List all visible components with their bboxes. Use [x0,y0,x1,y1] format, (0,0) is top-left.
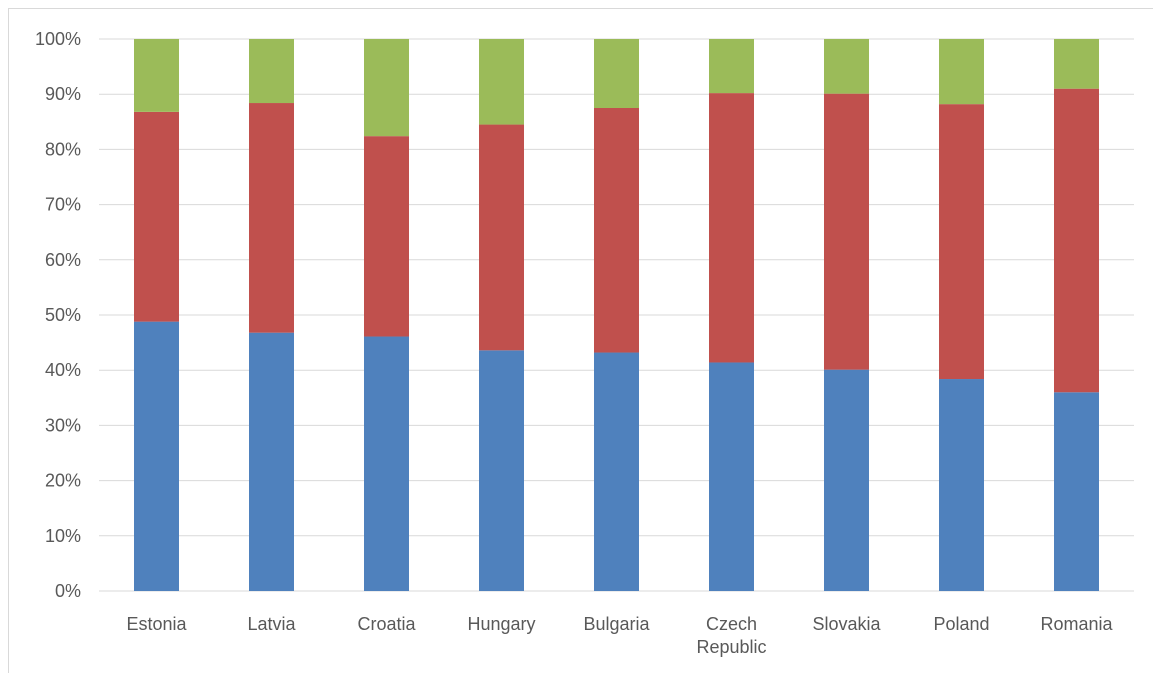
x-category-label: Latvia [247,614,296,634]
bar-segment-series-1 [249,332,294,591]
x-category-label: Poland [933,614,989,634]
y-tick-label: 60% [45,250,81,270]
bar-segment-series-2 [364,136,409,337]
x-category-label: Estonia [126,614,187,634]
bar-segment-series-1 [134,321,179,591]
x-category-label: Bulgaria [583,614,650,634]
bar-segment-series-3 [594,39,639,108]
bar-segment-series-1 [364,336,409,591]
y-axis-tick-labels: 0% 10% 20% 30% 40% 50% 60% 70% 80% 90% 100% [35,29,81,601]
y-tick-label: 20% [45,471,81,491]
bar-segment-series-1 [594,352,639,591]
bar-segment-series-3 [479,39,524,125]
y-tick-label: 50% [45,305,81,325]
x-category-label: Czech Republic [696,614,766,657]
bar-segment-series-1 [939,379,984,591]
bar-segment-series-2 [709,93,754,363]
x-axis-category-labels: Estonia Latvia Croatia Hungary Bulgaria Czech… [126,614,1113,657]
bar-segment-series-3 [249,39,294,104]
y-tick-label: 80% [45,139,81,159]
bar-segment-series-2 [479,124,524,351]
bar-segment-series-2 [824,93,869,370]
y-tick-label: 40% [45,360,81,380]
x-category-label: Romania [1040,614,1113,634]
bar-segment-series-2 [939,104,984,380]
y-tick-label: 0% [55,581,81,601]
bar-segment-series-3 [824,39,869,94]
chart-area: 0% 10% 20% 30% 40% 50% 60% 70% 80% 90% 100% Estoni… [8,8,1153,673]
bar-segment-series-3 [709,39,754,94]
bar-segment-series-2 [594,108,639,353]
bar-segment-series-2 [134,111,179,322]
bar-segment-series-3 [364,39,409,137]
y-tick-label: 70% [45,195,81,215]
x-category-label: Slovakia [812,614,881,634]
x-category-label: Croatia [357,614,416,634]
bar-segment-series-3 [939,39,984,105]
bar-segment-series-3 [1054,39,1099,89]
bar-segment-series-2 [1054,88,1099,393]
bars [134,39,1099,591]
y-tick-label: 90% [45,84,81,104]
bar-segment-series-3 [134,39,179,112]
bar-segment-series-2 [249,103,294,333]
y-tick-label: 10% [45,526,81,546]
stacked-bar-chart: 0% 10% 20% 30% 40% 50% 60% 70% 80% 90% 100% Estoni… [35,29,1134,657]
y-tick-label: 100% [35,29,81,49]
bar-segment-series-1 [824,369,869,591]
bar-segment-series-1 [1054,392,1099,591]
bar-segment-series-1 [479,350,524,591]
y-tick-label: 30% [45,415,81,435]
bar-segment-series-1 [709,362,754,591]
x-category-label: Hungary [467,614,535,634]
